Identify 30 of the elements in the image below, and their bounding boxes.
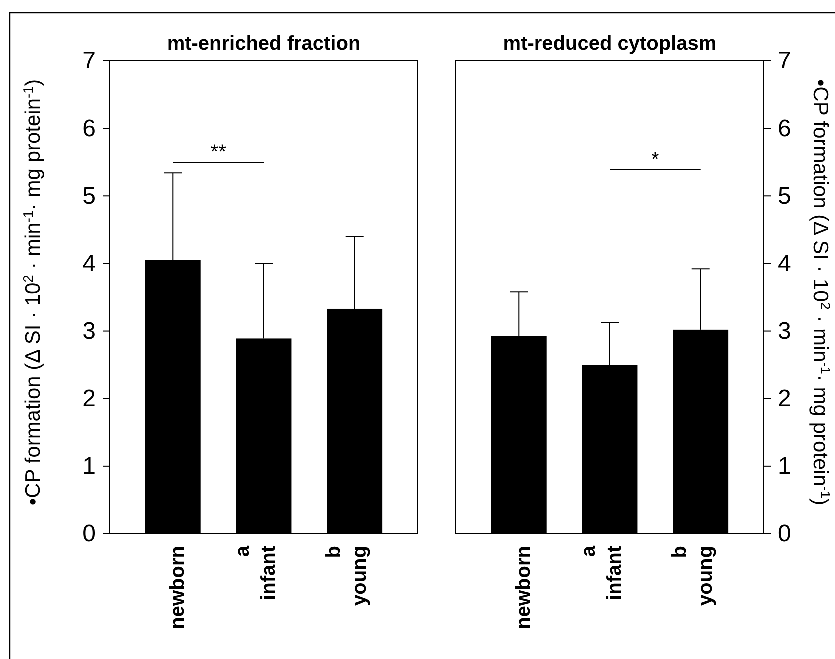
text: a (578, 545, 600, 558)
y-tick-label: 6 (82, 115, 96, 142)
y2-tick-label: 3 (778, 318, 792, 345)
x-tick-label: infant (604, 546, 626, 600)
y2-tick-label: 5 (778, 182, 792, 210)
y-tick-label: 5 (82, 182, 96, 210)
y2-tick-label: 7 (778, 48, 792, 75)
x-tick-label: young (694, 546, 717, 606)
text: a (232, 545, 254, 558)
x-tick-label: newborn (167, 546, 190, 630)
annotation: * (652, 148, 660, 171)
x-tick-label: infant (258, 546, 280, 600)
y-tick-label: 1 (82, 453, 96, 480)
text: b (322, 546, 345, 558)
annotation: ** (210, 142, 227, 164)
y2-tick-label: 2 (778, 386, 792, 413)
y2-tick-label: 1 (778, 453, 792, 480)
y-tick-label: 7 (82, 48, 96, 75)
y-tick-label: 0 (82, 520, 96, 548)
y2-tick-label: 4 (778, 250, 792, 278)
chart-title: mt-reduced cytoplasm (503, 33, 717, 55)
x-tick-label: young (348, 546, 371, 606)
y-tick-label: 3 (82, 318, 96, 345)
text: b (668, 546, 691, 558)
y-tick-label: 4 (82, 250, 96, 278)
y2-tick-label: 6 (778, 115, 792, 142)
chart-title: mt-enriched fraction (167, 33, 361, 55)
y-tick-label: 2 (82, 386, 96, 413)
x-tick-label: newborn (513, 546, 536, 630)
y2-tick-label: 0 (778, 520, 792, 548)
